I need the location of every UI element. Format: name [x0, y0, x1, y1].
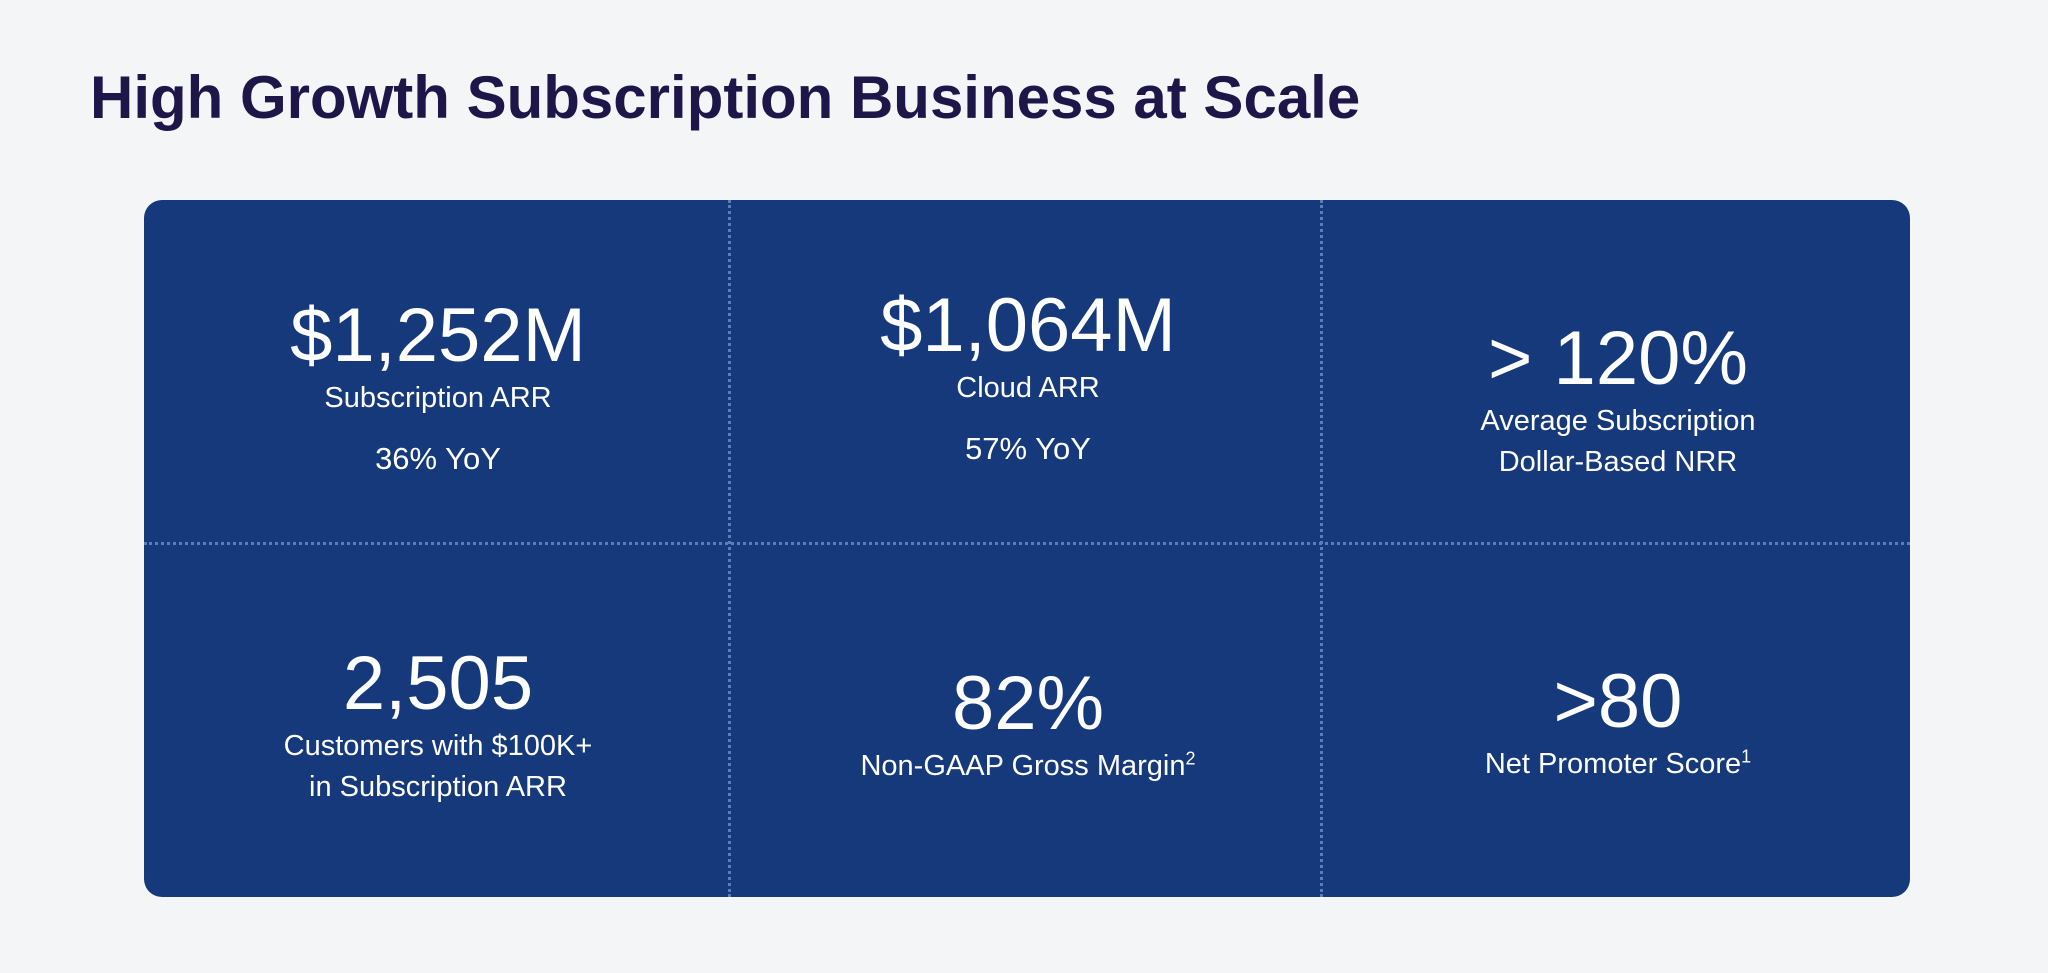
metric-label-line: Non-GAAP Gross Margin2: [734, 746, 1322, 787]
metric-label: Subscription ARR: [144, 378, 732, 419]
metric-label: Average Subscription Dollar-Based NRR: [1324, 401, 1912, 483]
column-divider: [728, 200, 731, 897]
metric-label-line: in Subscription ARR: [309, 771, 567, 803]
metric-label-line: Average Subscription: [1480, 405, 1756, 437]
page-title: High Growth Subscription Business at Sca…: [90, 64, 1361, 131]
metric-growth: 57% YoY: [965, 431, 1091, 466]
metric-nps: >80 Net Promoter Score1: [1324, 660, 1912, 785]
metric-subscription-arr: $1,252M Subscription ARR 36% YoY: [144, 294, 732, 479]
metric-gross-margin: 82% Non-GAAP Gross Margin2: [734, 662, 1322, 787]
metric-label-line: Subscription ARR: [324, 382, 552, 414]
metric-value: 82%: [951, 661, 1105, 746]
metric-label: Cloud ARR: [734, 368, 1322, 409]
metric-label-line: Net Promoter Score1: [1324, 744, 1912, 785]
metric-value: >80: [1553, 659, 1683, 744]
metrics-panel: $1,252M Subscription ARR 36% YoY $1,064M…: [144, 200, 1910, 897]
row-divider: [144, 542, 1910, 545]
footnote-marker: 1: [1741, 746, 1752, 767]
metric-label: Non-GAAP Gross Margin2: [734, 746, 1322, 787]
metric-label-line: Customers with $100K+: [283, 730, 593, 762]
metric-value: $1,064M: [880, 283, 1176, 368]
metric-label: Customers with $100K+ in Subscription AR…: [144, 726, 732, 808]
metric-nrr: > 120% Average Subscription Dollar-Based…: [1324, 317, 1912, 483]
metric-cloud-arr: $1,064M Cloud ARR 57% YoY: [734, 284, 1322, 469]
footnote-marker: 2: [1185, 748, 1196, 769]
metric-customers: 2,505 Customers with $100K+ in Subscript…: [144, 642, 732, 808]
metric-label: Net Promoter Score1: [1324, 744, 1912, 785]
metric-label-line: Cloud ARR: [956, 372, 1100, 404]
column-divider: [1320, 200, 1323, 897]
metric-value: > 120%: [1488, 316, 1748, 401]
metric-label-line: Dollar-Based NRR: [1498, 446, 1738, 478]
metric-value: 2,505: [342, 641, 534, 726]
metric-label-text: Non-GAAP Gross Margin: [860, 750, 1186, 782]
metric-value: $1,252M: [290, 293, 586, 378]
metric-growth: 36% YoY: [375, 441, 501, 476]
metric-label-text: Net Promoter Score: [1484, 748, 1742, 780]
